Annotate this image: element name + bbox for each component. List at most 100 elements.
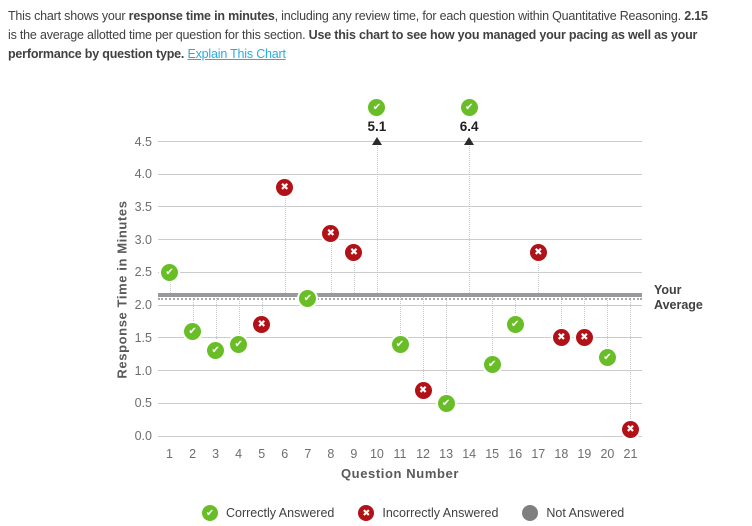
x-icon: ✖: [358, 505, 375, 521]
description-line: is the average allotted time per questio…: [8, 26, 752, 45]
x-axis-tick-label: 4: [235, 447, 243, 461]
drop-line: [538, 252, 540, 296]
legend-item-incorrect: ✖ Incorrectly Answered: [358, 505, 498, 521]
legend-label: Not Answered: [546, 506, 625, 520]
explain-this-chart-link[interactable]: Explain This Chart: [187, 47, 286, 61]
description-text: is the average allotted time per questio…: [8, 28, 309, 42]
x-axis-tick-label: 7: [304, 447, 312, 461]
gridline: [158, 141, 642, 142]
drop-line: [169, 272, 171, 296]
gridline: [158, 206, 642, 208]
point-q2-correct-icon: ✔: [184, 322, 202, 340]
point-q8-incorrect-icon: ✖: [322, 224, 340, 242]
description-bold-text: 2.15: [684, 9, 708, 23]
average-line-dots: [158, 297, 642, 300]
gridline: [158, 239, 642, 241]
drop-line: [515, 295, 517, 325]
drop-line: [261, 295, 263, 325]
gridline: [158, 402, 642, 404]
x-axis-tick-label: 18: [554, 447, 569, 461]
x-axis-tick-label: 6: [281, 447, 289, 461]
your-average-label: Your Average: [654, 283, 703, 312]
point-q14-correct-icon: ✔: [460, 99, 478, 116]
x-axis-title: Question Number: [340, 466, 460, 481]
point-q15-correct-icon: ✔: [483, 355, 501, 373]
drop-line: [215, 295, 217, 351]
legend-item-not_answered: Not Answered: [522, 505, 624, 521]
drop-line: [376, 145, 378, 296]
legend-item-correct: ✔ Correctly Answered: [202, 505, 334, 521]
description-line: This chart shows your response time in m…: [8, 7, 752, 26]
point-q1-correct-icon: ✔: [161, 263, 179, 281]
x-axis-tick-label: 10: [369, 447, 384, 461]
drop-line: [630, 295, 632, 430]
x-axis-tick-label: 15: [485, 447, 500, 461]
point-q21-incorrect-icon: ✖: [621, 420, 639, 438]
chart-legend: ✔ Correctly Answered ✖ Incorrectly Answered…: [202, 505, 624, 521]
off-scale-arrow-icon: [464, 136, 475, 145]
y-axis-tick-label: 4.5: [134, 134, 152, 149]
x-axis-tick-label: 13: [439, 447, 454, 461]
x-axis-tick-label: 1: [166, 447, 173, 461]
y-axis-tick-label: 2.0: [134, 298, 152, 313]
point-q17-incorrect-icon: ✖: [529, 244, 547, 262]
x-axis-tick-label: 14: [462, 447, 477, 461]
x-axis-tick-label: 21: [623, 447, 638, 461]
check-icon: ✔: [202, 505, 218, 521]
drop-line: [353, 252, 355, 296]
x-axis-tick-label: 8: [327, 447, 335, 461]
description-text: , including any review time, for each qu…: [274, 9, 685, 23]
point-q16-correct-icon: ✔: [506, 316, 524, 334]
drop-line: [330, 233, 332, 296]
y-axis-tick-label: 1.5: [134, 330, 152, 345]
x-axis-tick-label: 16: [508, 447, 523, 461]
point-q14-value-label: 6.4: [459, 119, 479, 134]
y-axis-tick-label: 0.5: [134, 396, 152, 411]
y-axis-tick-label: 4.0: [134, 167, 152, 182]
gridline: [158, 370, 642, 372]
gridline: [158, 271, 642, 273]
description-bold-text: performance by question type.: [8, 47, 188, 61]
x-axis-tick-label: 20: [600, 447, 615, 461]
point-q10-correct-icon: ✔: [368, 99, 386, 116]
legend-label: Correctly Answered: [226, 506, 335, 520]
point-q10-value-label: 5.1: [367, 119, 387, 134]
drop-line: [192, 295, 194, 332]
legend-label: Incorrectly Answered: [382, 506, 499, 520]
point-q12-incorrect-icon: ✖: [414, 381, 432, 399]
drop-line: [607, 295, 609, 358]
point-q4-correct-icon: ✔: [230, 335, 248, 353]
gridline: [158, 435, 642, 437]
x-axis-tick-label: 19: [577, 447, 592, 461]
drop-line: [469, 145, 471, 296]
circle-icon: [522, 505, 539, 521]
y-axis-tick-label: 1.0: [134, 363, 152, 378]
x-axis-tick-label: 5: [258, 447, 266, 461]
description-text: This chart shows your: [8, 9, 129, 23]
x-axis-tick-label: 3: [212, 447, 220, 461]
y-axis-tick-label: 0.0: [134, 429, 152, 443]
y-axis-tick-label: 2.5: [134, 265, 152, 280]
drop-line: [446, 295, 448, 404]
point-q11-correct-icon: ✔: [391, 335, 409, 353]
drop-line: [584, 295, 586, 338]
description-line: performance by question type. Explain Th…: [8, 45, 752, 64]
point-q3-correct-icon: ✔: [207, 342, 225, 360]
y-axis-tick-label: 3.5: [134, 199, 152, 214]
point-q7-correct-icon: ✔: [299, 290, 317, 308]
average-line: [158, 293, 642, 298]
point-q20-correct-icon: ✔: [598, 348, 616, 366]
x-axis-tick-label: 17: [531, 447, 546, 461]
off-scale-arrow-icon: [371, 136, 382, 145]
point-q19-incorrect-icon: ✖: [575, 329, 593, 347]
point-q13-correct-icon: ✔: [437, 394, 455, 412]
point-q9-incorrect-icon: ✖: [345, 244, 363, 262]
description-bold-text: response time in minutes: [128, 9, 275, 23]
drop-line: [492, 295, 494, 364]
drop-line: [423, 295, 425, 391]
x-axis-tick-label: 9: [350, 447, 358, 461]
drop-line: [238, 295, 240, 345]
drop-line: [284, 187, 286, 296]
gridline: [158, 173, 642, 175]
